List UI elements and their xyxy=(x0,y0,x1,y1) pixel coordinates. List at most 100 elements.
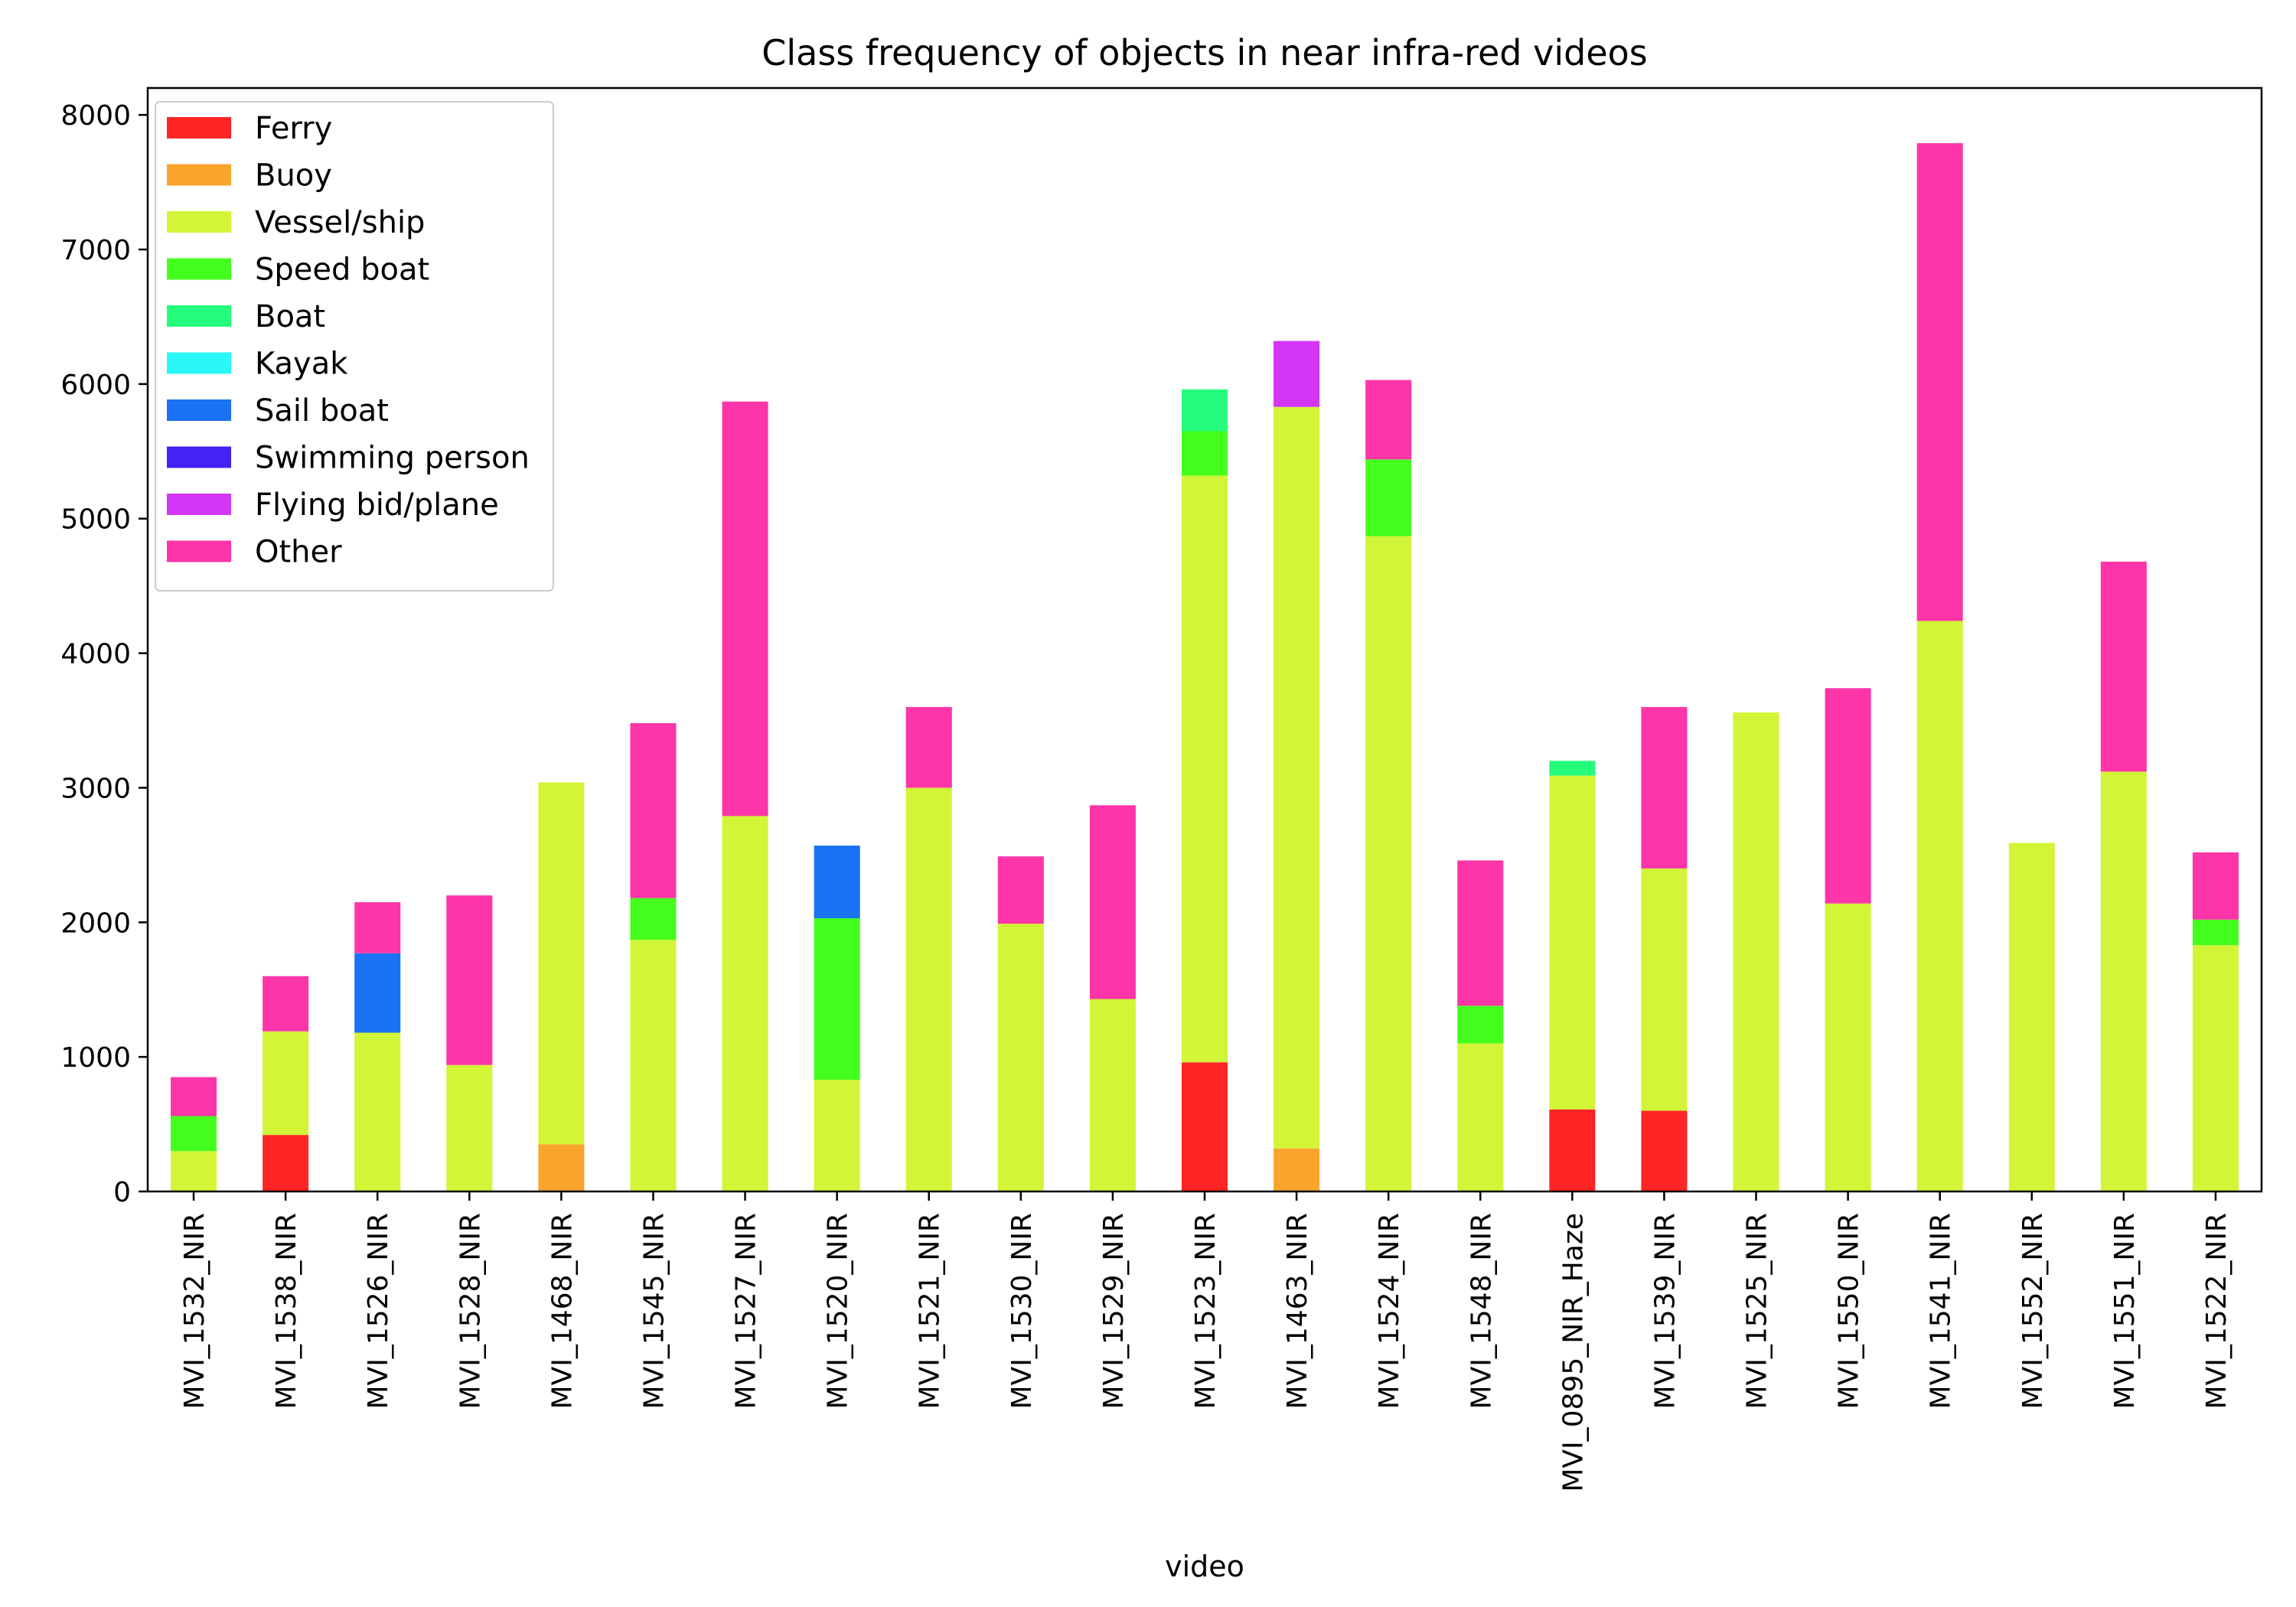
legend-label-vessel-ship: Vessel/ship xyxy=(255,205,425,240)
bar-mvi-1523-nir-vessel-ship xyxy=(1181,475,1228,1063)
bar-mvi-1525-nir-vessel-ship xyxy=(1733,712,1779,1191)
bar-mvi-1520-nir-speed-boat xyxy=(814,918,860,1081)
x-tick-label-mvi-1526-nir: MVI_1526_NIR xyxy=(363,1213,394,1409)
legend-swatch-ferry xyxy=(167,117,231,139)
legend-swatch-boat xyxy=(167,305,231,327)
x-tick-label-mvi-1520-nir: MVI_1520_NIR xyxy=(823,1213,854,1409)
bar-mvi-1468-nir-buoy xyxy=(538,1144,585,1191)
bar-mvi-1541-nir-other xyxy=(1916,143,1963,621)
bar-mvi-1539-nir-other xyxy=(1641,706,1688,869)
y-tick-label-7000: 7000 xyxy=(60,235,131,266)
bar-mvi-1538-nir-vessel-ship xyxy=(263,1031,309,1136)
bar-mvi-1545-nir-vessel-ship xyxy=(630,940,677,1191)
y-tick-label-5000: 5000 xyxy=(60,504,131,536)
x-tick-label-mvi-1521-nir: MVI_1521_NIR xyxy=(915,1213,946,1409)
legend-label-other: Other xyxy=(255,535,342,570)
x-axis-label: video xyxy=(1165,1550,1244,1583)
bar-mvi-1541-nir-vessel-ship xyxy=(1916,621,1963,1191)
bar-mvi-1539-nir-ferry xyxy=(1641,1110,1688,1191)
bar-mvi-1550-nir-vessel-ship xyxy=(1825,903,1871,1191)
x-axis: MVI_1532_NIR MVI_1538_NIR MVI_1526_NIR MVI_… xyxy=(179,1191,2232,1492)
y-tick-label-2000: 2000 xyxy=(60,908,131,939)
y-tick-label-0: 0 xyxy=(113,1177,131,1208)
bar-mvi-1463-nir-flying-bid-plane xyxy=(1274,341,1320,407)
legend-swatch-swimming-person xyxy=(167,446,231,468)
bar-mvi-1463-nir-vessel-ship xyxy=(1274,406,1320,1149)
x-tick-label-mvi-1529-nir: MVI_1529_NIR xyxy=(1098,1213,1130,1409)
bar-mvi-0895-nir-haze-boat xyxy=(1549,761,1596,776)
bar-mvi-1523-nir-boat xyxy=(1181,389,1228,432)
bar-mvi-1522-nir-speed-boat xyxy=(2192,919,2239,946)
x-tick-label-mvi-1525-nir: MVI_1525_NIR xyxy=(1742,1213,1773,1409)
bar-mvi-1527-nir-other xyxy=(722,401,768,817)
bar-mvi-1545-nir-other xyxy=(630,723,677,898)
y-tick-label-8000: 8000 xyxy=(60,100,131,132)
bar-mvi-1520-nir-vessel-ship xyxy=(814,1080,860,1191)
x-tick-label-mvi-1468-nir: MVI_1468_NIR xyxy=(546,1213,578,1409)
bar-mvi-1522-nir-vessel-ship xyxy=(2192,945,2239,1191)
bar-mvi-1526-nir-sail-boat xyxy=(354,953,401,1033)
x-tick-label-mvi-1545-nir: MVI_1545_NIR xyxy=(638,1213,670,1409)
x-tick-label-mvi-1551-nir: MVI_1551_NIR xyxy=(2109,1213,2141,1409)
bar-mvi-1538-nir-ferry xyxy=(263,1135,309,1191)
bar-mvi-1468-nir-vessel-ship xyxy=(538,782,585,1145)
bar-mvi-1545-nir-speed-boat xyxy=(630,898,677,940)
x-tick-label-mvi-1523-nir: MVI_1523_NIR xyxy=(1190,1213,1221,1409)
bar-mvi-1552-nir-vessel-ship xyxy=(2008,843,2055,1191)
y-tick-label-3000: 3000 xyxy=(60,773,131,804)
bar-mvi-1526-nir-vessel-ship xyxy=(354,1032,401,1191)
bar-mvi-1523-nir-ferry xyxy=(1181,1062,1228,1191)
bar-mvi-1524-nir-speed-boat xyxy=(1365,459,1412,536)
chart-title: Class frequency of objects in near infra… xyxy=(762,32,1647,73)
bar-mvi-0895-nir-haze-ferry xyxy=(1549,1109,1596,1191)
bar-mvi-1529-nir-other xyxy=(1089,805,1136,999)
y-tick-label-6000: 6000 xyxy=(60,370,131,401)
legend-swatch-other xyxy=(167,540,231,562)
legend-swatch-vessel-ship xyxy=(167,211,231,233)
bar-mvi-1528-nir-vessel-ship xyxy=(446,1064,493,1191)
x-tick-label-mvi-1463-nir: MVI_1463_NIR xyxy=(1282,1213,1313,1409)
x-tick-label-mvi-1548-nir: MVI_1548_NIR xyxy=(1466,1213,1497,1409)
x-tick-label-mvi-1550-nir: MVI_1550_NIR xyxy=(1834,1213,1865,1409)
x-tick-label-mvi-0895-nir-haze: MVI_0895_NIR_Haze xyxy=(1557,1213,1589,1492)
legend: Ferry Buoy Vessel/ship Speed boat Boat Kayak S… xyxy=(155,101,554,592)
y-axis: 0 1000 2000 3000 4000 5000 6000 7000 8000 xyxy=(60,100,148,1208)
legend-swatch-sail-boat xyxy=(167,399,231,421)
legend-label-swimming-person: Swimming person xyxy=(255,441,530,476)
bar-mvi-1524-nir-other xyxy=(1365,380,1412,460)
bar-mvi-1550-nir-other xyxy=(1825,688,1871,904)
bar-mvi-1463-nir-buoy xyxy=(1274,1148,1320,1191)
legend-swatch-buoy xyxy=(167,164,231,186)
x-tick-label-mvi-1527-nir: MVI_1527_NIR xyxy=(731,1213,762,1409)
bar-mvi-1551-nir-vessel-ship xyxy=(2100,771,2147,1191)
bar-mvi-1538-nir-other xyxy=(263,976,309,1032)
bar-mvi-1548-nir-other xyxy=(1457,860,1504,1006)
bar-mvi-1521-nir-vessel-ship xyxy=(905,787,952,1191)
x-tick-label-mvi-1522-nir: MVI_1522_NIR xyxy=(2201,1213,2232,1409)
bar-mvi-1527-nir-vessel-ship xyxy=(722,816,768,1191)
legend-box xyxy=(155,101,554,592)
bar-mvi-0895-nir-haze-vessel-ship xyxy=(1549,775,1596,1110)
bar-mvi-1523-nir-speed-boat xyxy=(1181,431,1228,476)
legend-label-kayak: Kayak xyxy=(255,347,348,382)
bar-mvi-1532-nir-vessel-ship xyxy=(171,1151,217,1191)
legend-label-boat: Boat xyxy=(255,299,325,334)
bar-mvi-1524-nir-vessel-ship xyxy=(1365,536,1412,1191)
bar-mvi-1530-nir-vessel-ship xyxy=(997,924,1044,1191)
x-tick-label-mvi-1552-nir: MVI_1552_NIR xyxy=(2017,1213,2049,1409)
bar-mvi-1539-nir-vessel-ship xyxy=(1641,868,1688,1111)
bar-mvi-1521-nir-other xyxy=(905,706,952,788)
bar-mvi-1532-nir-speed-boat xyxy=(171,1116,217,1152)
bars-layer xyxy=(171,143,2239,1191)
legend-label-flying-bid-plane: Flying bid/plane xyxy=(255,487,499,523)
bar-mvi-1532-nir-other xyxy=(171,1077,217,1116)
x-tick-label-mvi-1539-nir: MVI_1539_NIR xyxy=(1649,1213,1681,1409)
x-tick-label-mvi-1528-nir: MVI_1528_NIR xyxy=(455,1213,486,1409)
legend-swatch-flying-bid-plane xyxy=(167,494,231,515)
bar-mvi-1530-nir-other xyxy=(997,856,1044,924)
bar-mvi-1522-nir-other xyxy=(2192,852,2239,920)
legend-swatch-kayak xyxy=(167,352,231,374)
bar-mvi-1548-nir-speed-boat xyxy=(1457,1006,1504,1044)
bar-mvi-1526-nir-other xyxy=(354,901,401,953)
